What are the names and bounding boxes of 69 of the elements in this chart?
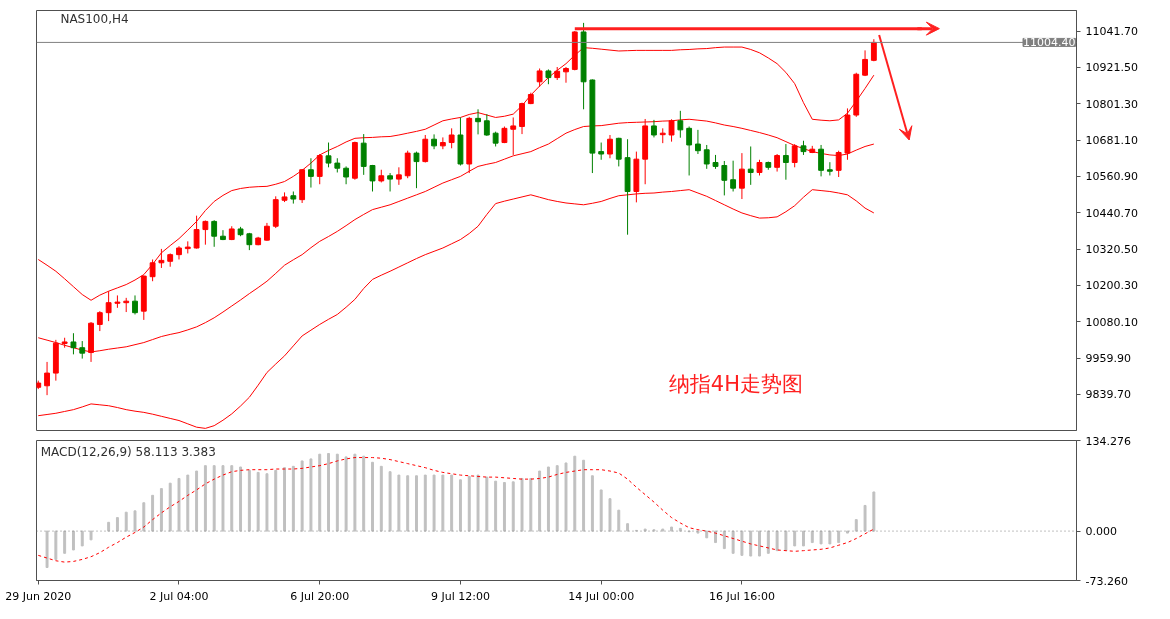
candlestick	[818, 144, 824, 177]
candlestick	[158, 248, 165, 269]
candlestick	[395, 166, 402, 186]
candlestick	[316, 153, 323, 185]
candlestick	[615, 137, 622, 167]
candlestick	[193, 215, 200, 250]
candlestick	[422, 134, 429, 163]
candlestick	[448, 127, 455, 149]
candlestick	[220, 229, 226, 241]
x-tick-label: 14 Jul 00:00	[568, 589, 635, 603]
y-tick-label: 134.276	[1085, 434, 1131, 448]
candlestick	[563, 66, 569, 84]
candlestick	[703, 144, 710, 170]
candlestick	[308, 157, 314, 189]
chart-title: NAS100,H4	[60, 11, 129, 26]
y-tick-label: 10681.10	[1085, 134, 1138, 148]
chart-title: MACD(12,26,9) 58.113 3.383	[40, 444, 216, 459]
y-tick-label: -73.260	[1085, 574, 1128, 588]
x-tick-label: 29 Jun 2020	[5, 589, 72, 603]
candlestick	[325, 142, 332, 168]
candlestick	[738, 152, 745, 200]
candlestick	[826, 161, 833, 176]
candlestick	[360, 133, 367, 176]
candlestick	[70, 332, 77, 355]
x-tick-label: 6 Jul 20:00	[290, 589, 350, 603]
y-tick-label: 9959.90	[1085, 352, 1131, 366]
candlestick	[677, 110, 684, 139]
candlestick	[369, 164, 376, 192]
y-tick-label: 10200.30	[1085, 279, 1138, 293]
candlestick	[519, 102, 525, 135]
candlestick	[483, 113, 490, 137]
candlestick	[536, 68, 543, 88]
candlestick	[721, 160, 728, 196]
line-series	[37, 457, 875, 563]
y-tick-label: 11041.70	[1085, 25, 1138, 39]
candlestick	[211, 219, 218, 248]
candlestick	[404, 150, 411, 179]
ref-line-label: 11004.40	[1023, 36, 1076, 50]
candlestick	[132, 294, 138, 315]
candlestick	[96, 310, 103, 332]
candlestick	[686, 126, 693, 176]
y-tick-label: 10801.30	[1085, 97, 1138, 111]
candlestick	[607, 134, 613, 159]
candlestick	[730, 160, 737, 192]
y-tick-label: 10921.50	[1085, 61, 1138, 75]
candlestick	[791, 143, 798, 168]
candlestick	[835, 150, 842, 178]
y-tick-label: 10440.70	[1085, 206, 1138, 220]
candlestick	[439, 136, 446, 150]
annotation: 纳指4H走势图	[668, 372, 803, 397]
x-tick-label: 9 Jul 12:00	[430, 589, 490, 603]
candlestick	[747, 145, 754, 186]
candlestick	[782, 143, 789, 181]
candlestick	[413, 151, 420, 189]
y-tick-label: 10320.50	[1085, 243, 1138, 257]
y-tick-label: 0.000	[1085, 525, 1117, 539]
candlestick	[44, 361, 50, 396]
x-tick-label: 2 Jul 04:00	[149, 589, 209, 603]
candlestick	[862, 49, 868, 77]
candlestick	[695, 129, 701, 155]
candlestick	[475, 108, 481, 135]
x-tick-label: 16 Jul 16:00	[708, 589, 775, 603]
candlestick	[202, 220, 209, 246]
y-tick-label: 10080.10	[1085, 315, 1138, 329]
candlestick	[431, 133, 437, 150]
y-tick-label: 10560.90	[1085, 170, 1138, 184]
y-tick-label: 9839.70	[1085, 388, 1131, 402]
candlestick	[149, 258, 156, 282]
candlestick	[387, 172, 393, 192]
